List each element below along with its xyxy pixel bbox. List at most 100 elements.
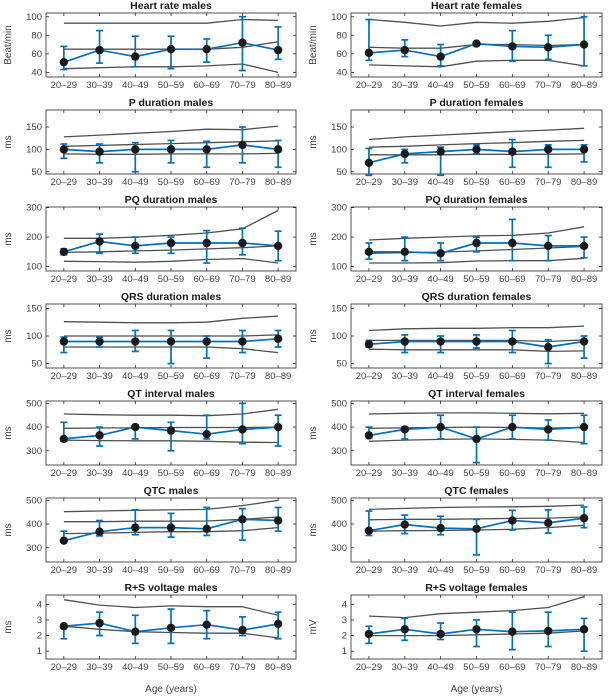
x-tick-label: 40–49: [427, 468, 453, 479]
x-tick-label: 30–39: [392, 177, 418, 188]
data-point: [202, 524, 211, 534]
x-tick-label: 40–49: [427, 177, 453, 188]
data-point: [579, 40, 589, 49]
x-tick-label: 20–29: [51, 177, 77, 188]
data-point: [579, 422, 589, 432]
data-point: [544, 626, 553, 636]
data-point: [202, 620, 211, 629]
data-point: [131, 337, 140, 346]
chart-p-duration-females: 50 100 150 20–29 30–39 40–49 50–59 60–69 70–79 80…: [305, 97, 611, 194]
chart-canvas-heart-rate-males: 40 60 80 100 20–29 30–39 40–49 50–59 60–69 70–79 8…: [3, 0, 297, 91]
y-axis-label: ms: [3, 426, 14, 439]
y-tick-label: 80: [336, 30, 347, 41]
data-point: [364, 247, 374, 257]
x-tick-label: 60–69: [194, 662, 220, 673]
data-point: [59, 536, 69, 545]
data-point: [238, 425, 247, 434]
y-axis-label: ms: [308, 135, 319, 148]
chart-title: P duration females: [430, 97, 524, 109]
data-point: [508, 238, 517, 248]
data-point: [400, 520, 409, 529]
x-tick-label: 70–79: [535, 371, 561, 382]
y-axis-label: ms: [3, 523, 14, 536]
data-point: [59, 337, 69, 346]
data-point: [273, 145, 283, 154]
y-tick-label: 60: [336, 49, 347, 60]
x-tick-label: 50–59: [463, 662, 489, 673]
chart-qtc-females: 300 400 500 20–29 30–39 40–49 50–59 60–69 70–79 8…: [305, 485, 611, 582]
data-point: [472, 625, 481, 634]
data-point: [202, 337, 211, 346]
data-point: [400, 149, 409, 159]
data-point: [166, 44, 176, 54]
x-tick-label: 80–89: [265, 662, 291, 673]
y-axis-label: Beat/min: [308, 25, 319, 64]
reference-line-3: [368, 59, 585, 68]
reference-line-1: [63, 18, 279, 24]
x-tick-label: 70–79: [535, 565, 561, 576]
x-tick-label: 40–49: [427, 371, 453, 382]
x-tick-label: 70–79: [229, 80, 255, 91]
data-point: [364, 629, 374, 639]
chart-qtc-males: 300 400 500 20–29 30–39 40–49 50–59 60–69 70–79 8…: [0, 485, 305, 582]
x-tick-label: 60–69: [194, 80, 220, 91]
data-point: [59, 145, 69, 154]
x-tick-label: 20–29: [51, 274, 77, 285]
data-point: [436, 337, 445, 346]
x-tick-label: 60–69: [194, 274, 220, 285]
x-tick-label: 50–59: [158, 274, 184, 285]
y-tick-label: 200: [26, 232, 42, 243]
data-point: [273, 619, 283, 629]
chart-title: QRS duration females: [422, 291, 532, 303]
chart-pq-duration-males: 100 200 300 20–29 30–39 40–49 50–59 60–69 70–79 8…: [0, 194, 305, 291]
y-tick-label: 150: [26, 122, 42, 133]
y-tick-label: 40: [336, 67, 347, 78]
data-point: [202, 145, 211, 154]
data-point: [472, 39, 481, 48]
reference-line-1: [368, 595, 585, 619]
y-tick-label: 1: [342, 646, 347, 657]
x-tick-label: 50–59: [158, 565, 184, 576]
x-tick-label: 20–29: [51, 80, 77, 91]
data-point: [95, 147, 104, 156]
y-tick-label: 300: [26, 203, 42, 214]
x-tick-label: 50–59: [463, 274, 489, 285]
chart-title: PQ duration females: [425, 194, 527, 206]
y-tick-label: 400: [26, 519, 42, 530]
data-point: [95, 237, 104, 246]
x-tick-label: 80–89: [571, 565, 597, 576]
data-point: [273, 334, 283, 343]
y-tick-label: 150: [331, 303, 347, 314]
x-tick-label: 20–29: [356, 80, 382, 91]
x-tick-label: 30–39: [392, 565, 418, 576]
data-point: [95, 45, 104, 55]
chart-canvas-qtc-females: 300 400 500 20–29 30–39 40–49 50–59 60–69 70–79 8…: [308, 485, 603, 576]
y-tick-label: 100: [331, 144, 347, 155]
y-tick-label: 60: [31, 49, 42, 60]
x-tick-label: 80–89: [265, 274, 291, 285]
x-tick-label: 30–39: [392, 468, 418, 479]
data-point: [544, 43, 553, 52]
data-point: [436, 147, 445, 156]
chart-qt-interval-females: 300 400 500 20–29 30–39 40–49 50–59 60–69 70–79 8…: [305, 388, 611, 485]
reference-line-1: [368, 127, 585, 141]
x-tick-label: 20–29: [356, 177, 382, 188]
x-tick-label: 70–79: [535, 662, 561, 673]
chart-qrs-duration-males: 50 100 150 20–29 30–39 40–49 50–59 60–69 70–79 80…: [0, 291, 305, 388]
y-tick-label: 80: [31, 30, 42, 41]
y-tick-label: 500: [26, 398, 42, 409]
x-tick-label: 50–59: [158, 80, 184, 91]
x-tick-label: 40–49: [122, 80, 148, 91]
data-point: [202, 238, 211, 248]
x-tick-label: 60–69: [499, 80, 525, 91]
data-point: [273, 45, 283, 55]
chart-qt-interval-males: 300 400 500 20–29 30–39 40–49 50–59 60–69 70–79 8…: [0, 388, 305, 485]
x-tick-label: 70–79: [229, 565, 255, 576]
data-point: [364, 340, 374, 349]
x-tick-label: 20–29: [51, 468, 77, 479]
y-tick-label: 300: [331, 203, 347, 214]
data-point: [472, 238, 481, 248]
x-tick-label: 60–69: [499, 565, 525, 576]
reference-line-1: [63, 125, 279, 138]
x-tick-label: 70–79: [535, 274, 561, 285]
